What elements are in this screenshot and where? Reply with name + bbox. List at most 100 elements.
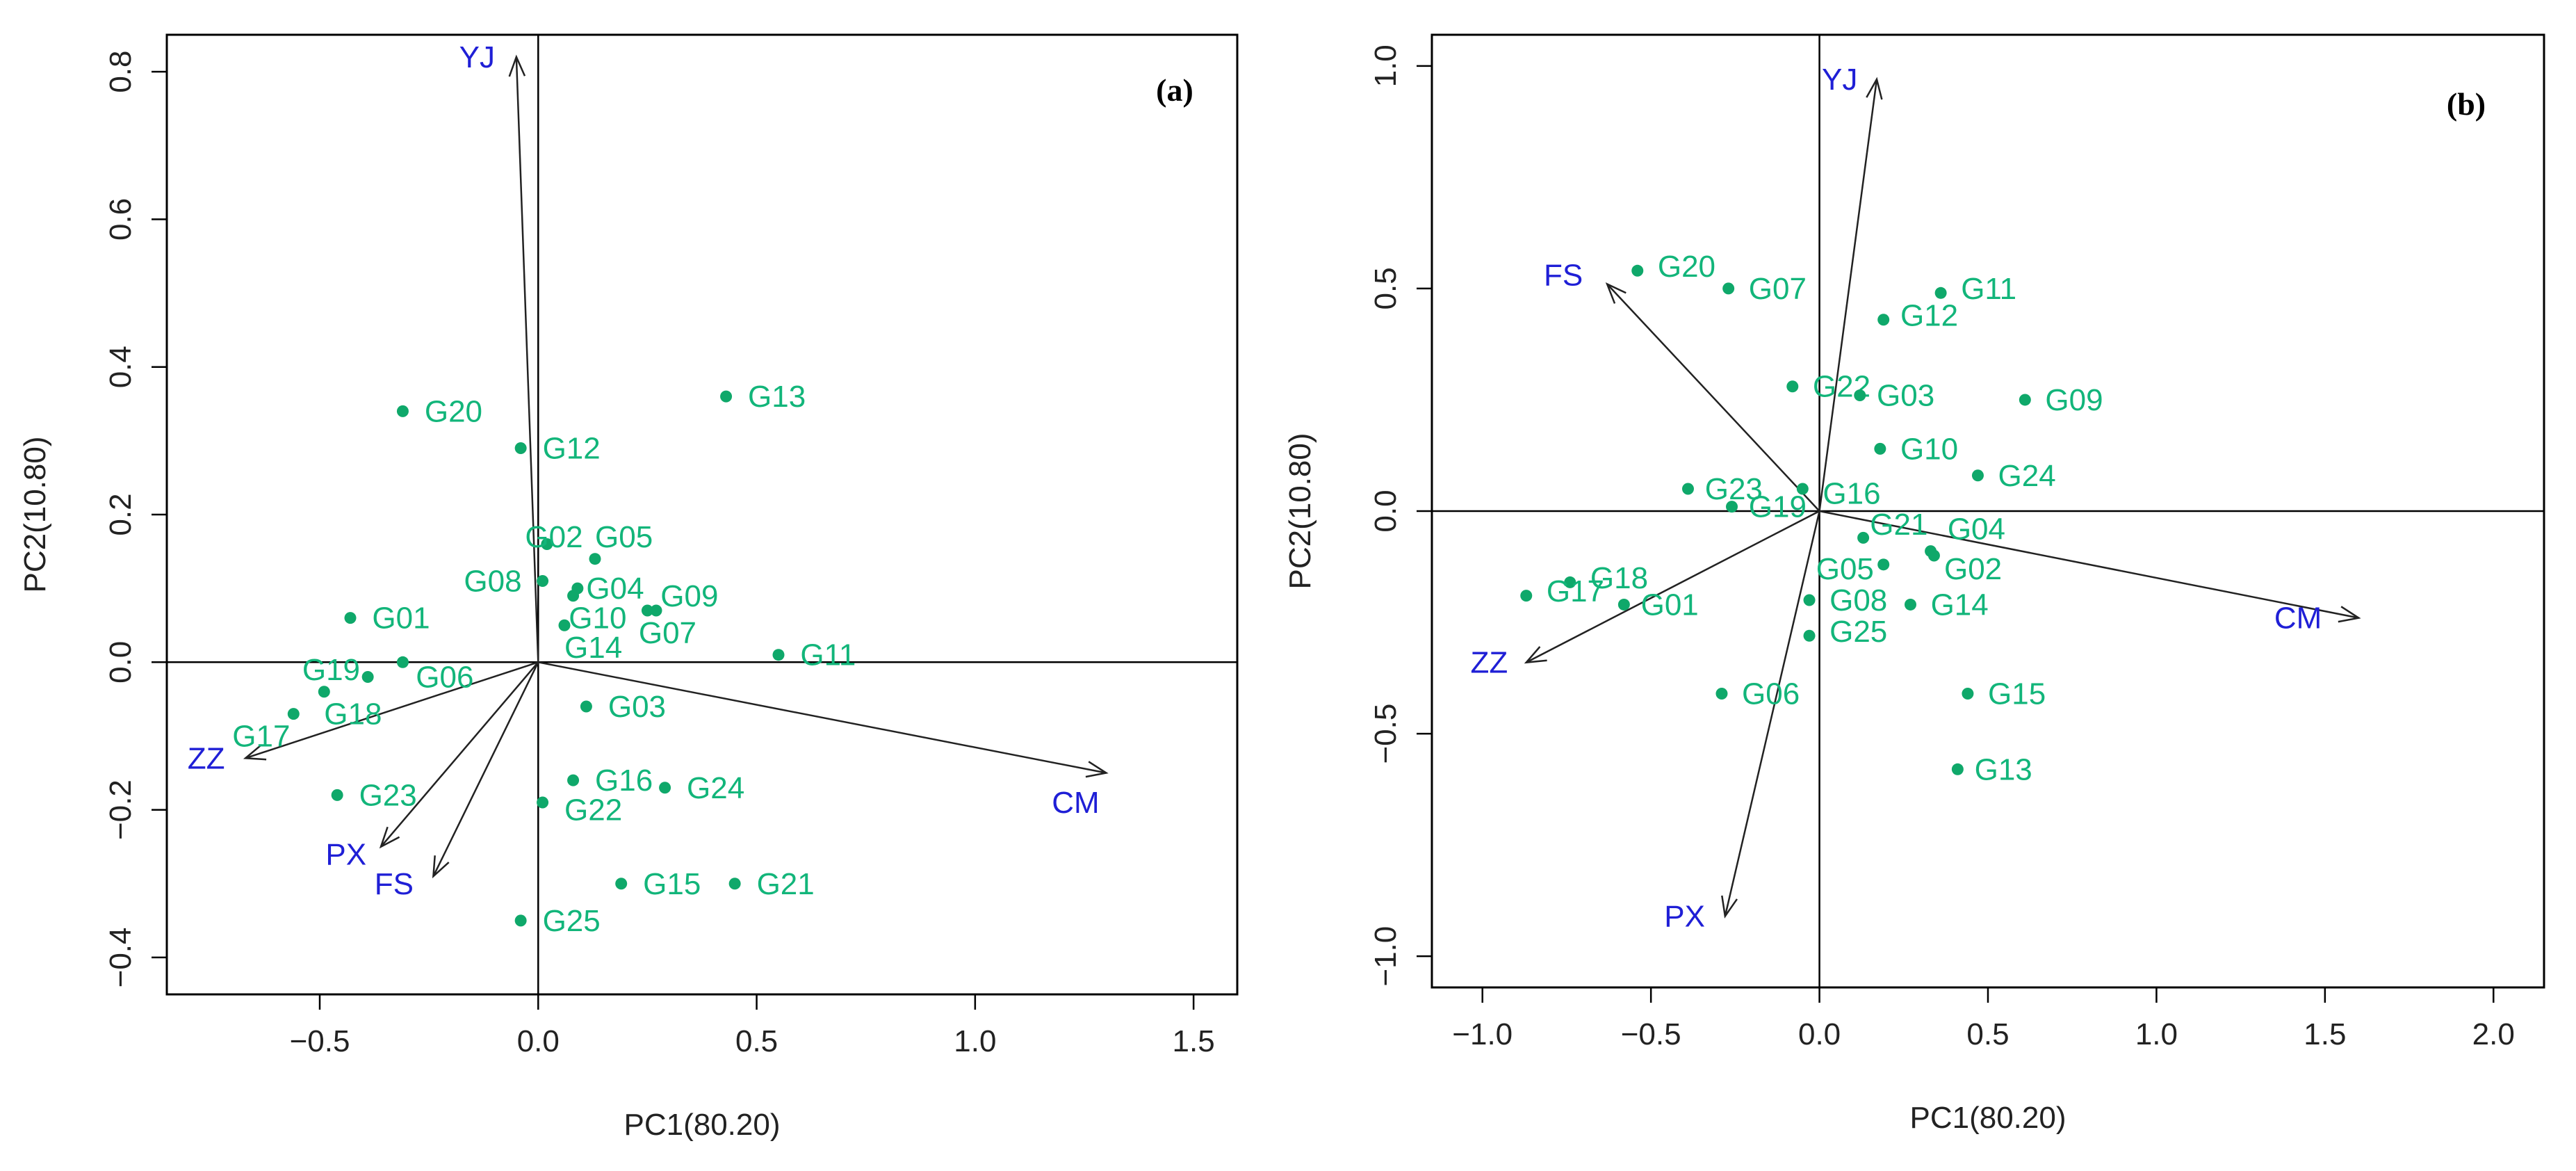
- point-label-g15: G15: [643, 867, 701, 901]
- point-label-g18: G18: [1590, 561, 1648, 595]
- point-g06: [1715, 687, 1728, 700]
- x-tick-label: 0.5: [735, 1024, 778, 1058]
- point-g05: [1877, 558, 1890, 571]
- point-g02: [541, 538, 553, 550]
- vector-arrowhead: [2338, 606, 2361, 623]
- point-label-g06: G06: [1742, 677, 1800, 711]
- point-label-g23: G23: [1705, 472, 1763, 506]
- point-g09: [2019, 394, 2031, 406]
- vector-px: [1724, 510, 1820, 916]
- point-label-g02: G02: [1944, 552, 2002, 586]
- point-g13: [720, 390, 733, 403]
- panel-a-biplot: −0.5 0.0 0.5 1.0 1.5 −0.4 −0.2 0.0 0.2 0.4 0.6 0.8 P…: [18, 33, 1239, 1142]
- point-label-g17: G17: [1547, 574, 1604, 608]
- y-axis-label: PC2(10.80): [18, 436, 52, 592]
- y-tick-label: 1.0: [1369, 45, 1403, 87]
- point-g01: [344, 612, 357, 624]
- point-g25: [1803, 629, 1816, 642]
- point-label-g16: G16: [595, 764, 653, 798]
- point-g05: [589, 553, 601, 565]
- point-label-g21: G21: [1870, 508, 1927, 542]
- vector-label-fs: FS: [375, 867, 414, 901]
- point-label-g10: G10: [1900, 432, 1958, 466]
- point-g21: [728, 878, 741, 890]
- point-g25: [514, 914, 527, 927]
- point-g10: [567, 590, 580, 602]
- x-axis-label: PC1(80.20): [623, 1108, 780, 1142]
- x-tick-label: −1.0: [1452, 1017, 1513, 1051]
- point-g19: [361, 671, 374, 684]
- point-g16: [567, 774, 580, 786]
- point-g08: [1803, 594, 1816, 606]
- point-g19: [1726, 501, 1738, 513]
- vector-arrowhead: [379, 826, 400, 849]
- vector-label-zz: ZZ: [1471, 646, 1508, 680]
- point-g11: [1934, 286, 1947, 299]
- y-tick-label: −1.0: [1369, 926, 1403, 987]
- x-tick-label: 1.5: [1173, 1024, 1215, 1058]
- point-g20: [396, 405, 409, 417]
- point-label-g19: G19: [302, 653, 360, 687]
- x-tick-label: 1.0: [954, 1024, 996, 1058]
- point-label-g03: G03: [1877, 379, 1934, 413]
- vector-label-cm: CM: [1052, 786, 1099, 820]
- point-label-g04: G04: [1948, 512, 2005, 547]
- vector-arrowhead: [1524, 646, 1547, 664]
- point-label-g16: G16: [1823, 476, 1880, 510]
- point-label-g25: G25: [543, 904, 601, 938]
- x-tick-label: 0.5: [1966, 1017, 2009, 1051]
- point-label-g04: G04: [586, 572, 644, 606]
- point-label-g12: G12: [543, 431, 601, 465]
- vector-px: [380, 661, 539, 848]
- point-label-g24: G24: [687, 771, 744, 805]
- point-g03: [1854, 389, 1866, 402]
- panel-label: (b): [2447, 86, 2486, 122]
- point-label-g09: G09: [2045, 383, 2103, 417]
- y-tick-label: −0.4: [104, 927, 138, 987]
- y-tick-label: 0.2: [104, 493, 138, 535]
- x-tick-label: 0.0: [1798, 1017, 1841, 1051]
- point-g09: [650, 604, 662, 617]
- x-tick-label: 0.0: [517, 1024, 560, 1058]
- point-label-g24: G24: [1998, 459, 2056, 493]
- point-label-g08: G08: [1829, 583, 1887, 617]
- x-tick-label: −0.5: [290, 1024, 350, 1058]
- point-g24: [659, 782, 671, 794]
- point-g22: [537, 796, 549, 809]
- point-label-g06: G06: [416, 661, 473, 695]
- vector-arrowhead: [1721, 895, 1738, 919]
- point-g20: [1631, 264, 1644, 277]
- point-label-g19: G19: [1749, 490, 1807, 524]
- point-g07: [641, 604, 653, 617]
- panel-b-biplot: −1.0 −0.5 0.0 0.5 1.0 1.5 2.0 −1.0 −0.5 0.0 0.5 1.0…: [1283, 33, 2545, 1135]
- point-g08: [537, 575, 549, 588]
- vector-label-cm: CM: [2274, 601, 2322, 636]
- vector-fs: [1606, 283, 1820, 512]
- point-label-g07: G07: [639, 616, 696, 650]
- y-tick-label: −0.2: [104, 780, 138, 840]
- y-axis-label: PC2(10.80): [1283, 433, 1317, 589]
- vector-arrowhead: [1085, 761, 1109, 778]
- vector-zz: [245, 661, 539, 759]
- panel-label: (a): [1156, 72, 1193, 108]
- point-g17: [287, 708, 300, 720]
- vector-yj: [515, 56, 539, 663]
- point-label-g14: G14: [1931, 588, 1989, 622]
- point-label-g17: G17: [232, 719, 290, 753]
- x-tick-label: 1.5: [2304, 1017, 2346, 1051]
- point-label-g09: G09: [660, 579, 718, 613]
- y-tick-label: 0.6: [104, 198, 138, 241]
- point-label-g05: G05: [1816, 552, 1874, 586]
- point-g14: [558, 619, 571, 631]
- vector-label-px: PX: [325, 837, 366, 871]
- y-tick-label: 0.8: [104, 50, 138, 92]
- point-g06: [396, 656, 409, 668]
- point-g14: [1904, 598, 1916, 611]
- point-label-g18: G18: [324, 697, 382, 732]
- point-g02: [1927, 549, 1940, 562]
- point-g11: [772, 649, 785, 661]
- vector-zz: [1526, 510, 1820, 663]
- vector-arrowhead: [243, 744, 267, 761]
- vector-label-fs: FS: [1544, 259, 1583, 293]
- x-tick-label: 1.0: [2135, 1017, 2178, 1051]
